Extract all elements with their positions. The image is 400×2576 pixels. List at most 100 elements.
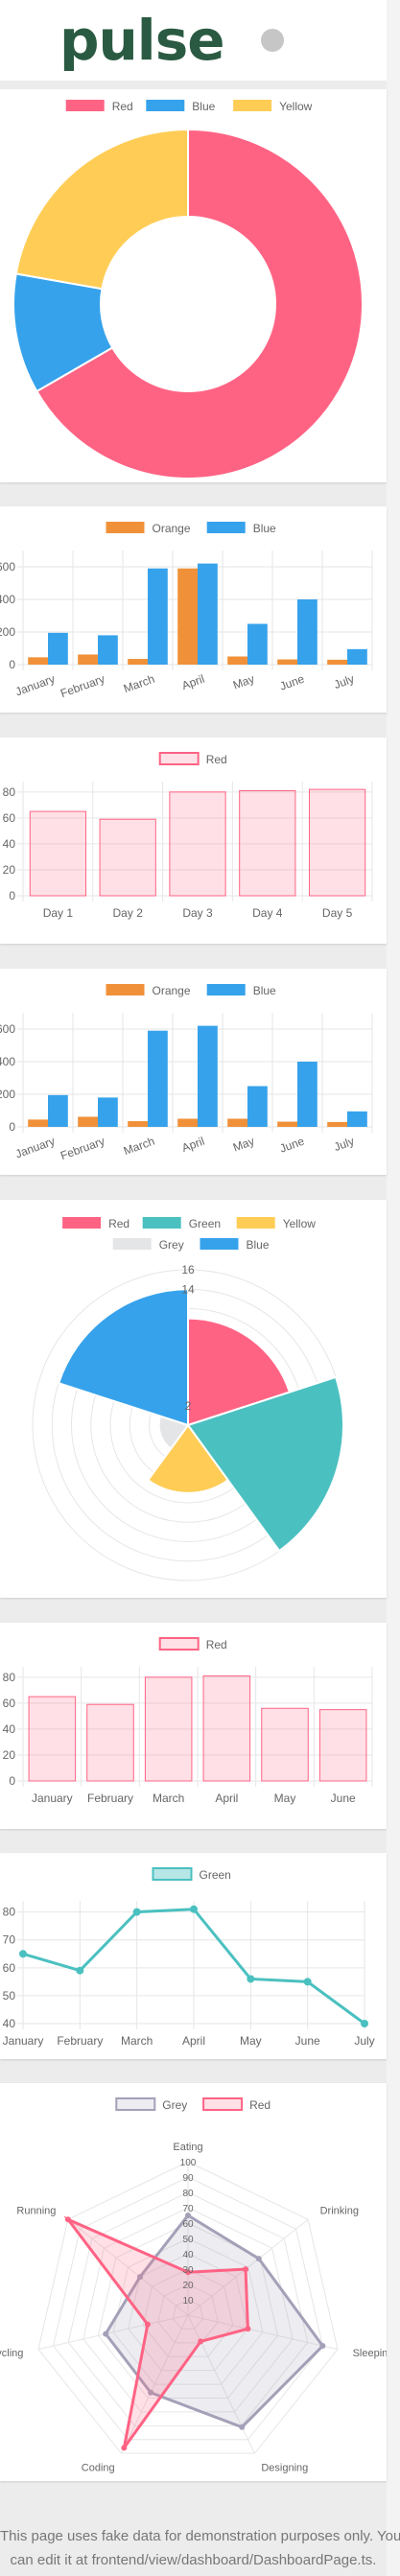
line-point-may[interactable]	[247, 1975, 255, 1983]
bar-orange-may[interactable]	[227, 1118, 247, 1128]
bar-orange-may[interactable]	[227, 656, 247, 666]
bar-red-day-3[interactable]	[169, 791, 226, 897]
legend-label-red[interactable]: Red	[249, 2098, 271, 2112]
bar-orange-march[interactable]	[128, 1121, 148, 1127]
legend-swatch-orange[interactable]	[106, 984, 145, 995]
legend-swatch-red[interactable]	[202, 2097, 244, 2111]
line-point-february[interactable]	[76, 1966, 84, 1975]
bar-red-day-1[interactable]	[29, 810, 87, 897]
radar-point-grey-drinking[interactable]	[255, 2256, 262, 2262]
bar-blue-april[interactable]	[198, 1025, 218, 1127]
legend-label-grey[interactable]: Grey	[162, 2098, 187, 2112]
bar-blue-june[interactable]	[297, 1062, 318, 1127]
bar-blue-may[interactable]	[247, 623, 268, 666]
bar-orange-january[interactable]	[28, 657, 48, 665]
legend-label-yellow[interactable]: Yellow	[279, 100, 313, 113]
legend-label-grey[interactable]: Grey	[159, 1238, 184, 1252]
radar-point-grey-designing[interactable]	[239, 2424, 246, 2430]
bar-orange-january[interactable]	[28, 1119, 48, 1127]
legend-label-red[interactable]: Red	[206, 1638, 227, 1651]
legend-label-green[interactable]: Green	[200, 1868, 231, 1882]
bar-orange-april[interactable]	[177, 568, 198, 665]
legend-label-red[interactable]: Red	[112, 100, 133, 113]
legend-swatch-orange[interactable]	[106, 522, 145, 533]
bar-blue-february[interactable]	[98, 1097, 118, 1127]
legend-swatch-blue[interactable]	[206, 984, 246, 995]
legend-label-orange[interactable]: Orange	[153, 522, 191, 535]
bar-orange-june[interactable]	[277, 1121, 297, 1127]
legend-swatch-red[interactable]	[158, 1637, 200, 1651]
legend-label-red[interactable]: Red	[206, 753, 227, 766]
legend-swatch-yellow[interactable]	[236, 1217, 275, 1229]
user-avatar[interactable]	[261, 29, 284, 52]
polar-segment-red[interactable]	[187, 1317, 292, 1427]
polar-segment-green[interactable]	[186, 1375, 344, 1553]
bar-blue-january[interactable]	[48, 1094, 68, 1127]
legend-swatch-red[interactable]	[158, 752, 200, 765]
bar-red-day-5[interactable]	[308, 788, 366, 897]
radar-point-grey-running[interactable]	[136, 2274, 143, 2281]
legend-swatch-blue[interactable]	[200, 1238, 239, 1250]
bar-blue-july[interactable]	[347, 648, 367, 665]
bar-blue-may[interactable]	[247, 1086, 268, 1128]
legend-swatch-red[interactable]	[65, 100, 105, 111]
bar-blue-march[interactable]	[148, 568, 168, 665]
legend-swatch-blue[interactable]	[146, 100, 185, 111]
bar-orange-march[interactable]	[128, 659, 148, 665]
legend-label-blue[interactable]: Blue	[192, 100, 215, 113]
bar-red-june[interactable]	[318, 1709, 367, 1782]
legend-label-yellow[interactable]: Yellow	[283, 1217, 317, 1230]
legend-label-green[interactable]: Green	[189, 1217, 221, 1230]
bar-blue-january[interactable]	[48, 632, 68, 665]
legend-label-blue[interactable]: Blue	[253, 984, 276, 997]
legend-swatch-grey[interactable]	[115, 2097, 156, 2111]
bar-red-april[interactable]	[202, 1674, 251, 1782]
radar-point-grey-coding[interactable]	[148, 2389, 154, 2396]
line-point-april[interactable]	[190, 1905, 198, 1913]
doughnut-slice-yellow[interactable]	[14, 128, 189, 291]
radar-point-red-running[interactable]	[64, 2216, 71, 2223]
radar-point-red-coding[interactable]	[121, 2445, 128, 2451]
radar-point-red-designing[interactable]	[198, 2338, 204, 2345]
bar-blue-june[interactable]	[297, 599, 318, 665]
line-point-july[interactable]	[361, 2020, 368, 2027]
legend-swatch-green[interactable]	[152, 1867, 193, 1881]
bar-orange-july[interactable]	[327, 1121, 347, 1127]
radar-point-grey-eating[interactable]	[185, 2213, 191, 2218]
bar-blue-march[interactable]	[148, 1030, 168, 1127]
legend-swatch-green[interactable]	[142, 1217, 181, 1229]
legend-swatch-yellow[interactable]	[233, 100, 272, 111]
bar-red-january[interactable]	[28, 1696, 77, 1782]
bar-blue-july[interactable]	[347, 1111, 367, 1127]
bar-orange-july[interactable]	[327, 659, 347, 665]
radar-point-grey-cycling[interactable]	[103, 2330, 109, 2337]
bar-red-february[interactable]	[86, 1703, 134, 1782]
bar-orange-june[interactable]	[277, 659, 297, 665]
radar-point-grey-sleeping[interactable]	[319, 2343, 326, 2350]
bar-red-may[interactable]	[261, 1707, 309, 1782]
line-point-march[interactable]	[132, 1908, 141, 1916]
doughnut-slice-red[interactable]	[35, 128, 364, 480]
page-scrollbar[interactable]	[387, 0, 400, 2576]
line-point-january[interactable]	[19, 1950, 27, 1958]
bar-blue-april[interactable]	[198, 563, 218, 665]
radar-point-red-drinking[interactable]	[243, 2266, 249, 2273]
bar-orange-february[interactable]	[78, 654, 98, 665]
bar-red-day-2[interactable]	[99, 818, 156, 897]
pulse-logo[interactable]: pulse	[59, 8, 225, 73]
legend-label-orange[interactable]: Orange	[153, 984, 191, 997]
bar-orange-april[interactable]	[177, 1118, 198, 1128]
legend-swatch-grey[interactable]	[112, 1238, 152, 1250]
radar-point-red-cycling[interactable]	[144, 2321, 151, 2328]
bar-orange-february[interactable]	[78, 1116, 98, 1127]
bar-blue-february[interactable]	[98, 635, 118, 665]
bar-red-march[interactable]	[144, 1676, 193, 1782]
bar-red-day-4[interactable]	[239, 789, 296, 897]
legend-swatch-blue[interactable]	[206, 522, 246, 533]
legend-label-red[interactable]: Red	[108, 1217, 129, 1230]
line-point-june[interactable]	[303, 1978, 312, 1986]
legend-label-blue[interactable]: Blue	[247, 1238, 270, 1252]
radar-point-red-eating[interactable]	[185, 2269, 191, 2276]
radar-point-red-sleeping[interactable]	[245, 2326, 251, 2332]
polar-segment-blue[interactable]	[57, 1288, 189, 1427]
